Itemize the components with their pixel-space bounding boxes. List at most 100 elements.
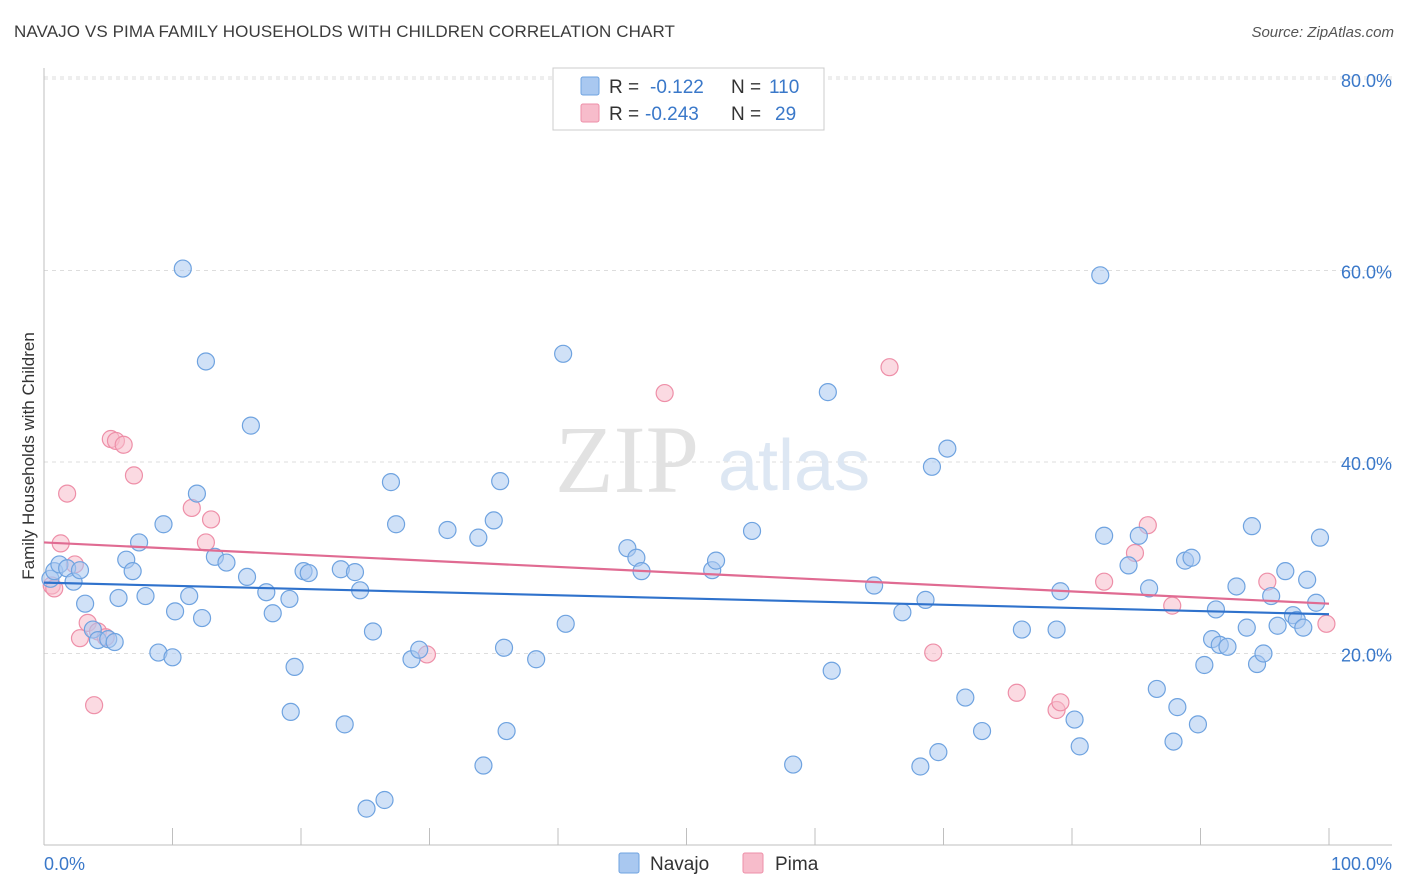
- navajo-point: [469, 528, 488, 547]
- navajo-point: [1268, 616, 1287, 635]
- pima-trend-line: [43, 541, 1330, 605]
- navajo-point: [257, 583, 276, 602]
- navajo-point: [237, 567, 257, 587]
- pima-point: [58, 484, 77, 503]
- series-legend-swatch-navajo: [618, 852, 640, 874]
- pima-point: [1317, 614, 1336, 633]
- navajo-point: [281, 702, 300, 722]
- navajo-point: [217, 553, 236, 572]
- navajo-point: [938, 439, 957, 458]
- y-tick-label: 40.0%: [1341, 454, 1392, 474]
- navajo-point: [497, 721, 516, 741]
- legend-n-label: N =: [731, 77, 761, 98]
- pima-point: [924, 643, 943, 662]
- pima-point: [85, 696, 104, 715]
- legend-n-label: N =: [731, 104, 761, 125]
- navajo-point: [822, 661, 841, 680]
- navajo-point: [1065, 710, 1084, 729]
- pima-point: [880, 358, 899, 377]
- navajo-point: [922, 457, 942, 476]
- navajo-point: [1164, 732, 1183, 751]
- navajo-point: [929, 743, 948, 762]
- pima-point: [1095, 572, 1114, 591]
- series-legend-label-navajo: Navajo: [650, 854, 709, 875]
- legend-swatch-pima: [580, 103, 600, 123]
- navajo-point: [1168, 698, 1187, 717]
- y-tick-label: 60.0%: [1341, 263, 1392, 283]
- chart-title: NAVAJO VS PIMA FAMILY HOUSEHOLDS WITH CH…: [14, 22, 676, 41]
- navajo-point: [263, 604, 282, 623]
- navajo-point: [1188, 715, 1208, 734]
- navajo-point: [410, 640, 429, 659]
- navajo-point: [154, 515, 173, 534]
- axes: [43, 68, 1392, 846]
- navajo-point: [76, 594, 95, 613]
- navajo-point: [386, 515, 406, 534]
- navajo-point: [1276, 562, 1295, 581]
- legend-n-value-pima: 29: [775, 104, 796, 125]
- navajo-point: [109, 588, 128, 608]
- navajo-point: [363, 622, 383, 641]
- navajo-point: [241, 416, 260, 435]
- series-legend-swatch-pima: [742, 852, 764, 874]
- navajo-point: [865, 576, 884, 595]
- navajo-point: [335, 715, 354, 734]
- series-legend-label-pima: Pima: [775, 854, 819, 875]
- navajo-point: [1242, 517, 1262, 536]
- series-legend: Navajo Pima: [618, 852, 819, 875]
- y-tick-label: 80.0%: [1341, 71, 1392, 91]
- pima-point: [1051, 693, 1070, 712]
- navajo-point: [1294, 618, 1313, 637]
- trend-lines: [43, 541, 1330, 616]
- navajo-point: [1139, 579, 1159, 598]
- navajo-point: [70, 561, 90, 580]
- navajo-point: [357, 799, 376, 818]
- watermark-zip: ZIP: [555, 406, 699, 513]
- pima-point: [1007, 683, 1026, 702]
- navajo-point: [105, 632, 124, 652]
- pima-point: [201, 510, 221, 529]
- pima-point: [70, 629, 90, 648]
- navajo-point: [554, 344, 573, 363]
- legend-r-label: R =: [609, 104, 639, 125]
- navajo-point: [556, 614, 575, 633]
- navajo-point: [491, 472, 510, 491]
- pima-point: [655, 383, 674, 403]
- pima-point: [114, 435, 133, 454]
- navajo-point: [1206, 600, 1226, 619]
- legend-r-label: R =: [609, 77, 639, 98]
- navajo-point: [1227, 577, 1246, 596]
- navajo-point: [1147, 679, 1166, 699]
- legend-swatch-navajo: [580, 76, 600, 96]
- watermark-atlas: atlas: [718, 426, 870, 506]
- navajo-point: [1047, 620, 1066, 639]
- navajo-point: [187, 484, 207, 503]
- y-tick-label: 20.0%: [1341, 646, 1392, 666]
- navajo-point: [192, 608, 212, 628]
- navajo-point: [484, 511, 503, 530]
- stats-legend: R = -0.122 N = 110 R = -0.243 N = 29: [552, 67, 825, 131]
- navajo-point: [1195, 655, 1214, 675]
- navajo-point: [916, 590, 935, 609]
- navajo-point: [1298, 570, 1317, 589]
- navajo-point: [911, 757, 930, 776]
- watermark: ZIP atlas: [555, 406, 870, 513]
- navajo-point: [136, 586, 155, 606]
- navajo-point: [1237, 618, 1256, 637]
- stats-legend-row-pima: R = -0.243 N = 29: [580, 103, 796, 125]
- navajo-point: [1070, 737, 1089, 756]
- navajo-point: [494, 638, 514, 657]
- navajo-point: [280, 589, 299, 609]
- navajo-point: [706, 551, 726, 570]
- navajo-point: [381, 473, 401, 492]
- navajo-point: [345, 563, 365, 582]
- y-tick-labels: 20.0% 40.0% 60.0% 80.0%: [1341, 71, 1392, 666]
- navajo-point: [129, 533, 149, 552]
- navajo-point: [1095, 526, 1114, 545]
- navajo-point: [1254, 644, 1273, 663]
- navajo-point: [123, 562, 142, 581]
- navajo-point: [972, 721, 992, 741]
- navajo-point: [474, 756, 493, 775]
- navajo-point: [165, 602, 185, 621]
